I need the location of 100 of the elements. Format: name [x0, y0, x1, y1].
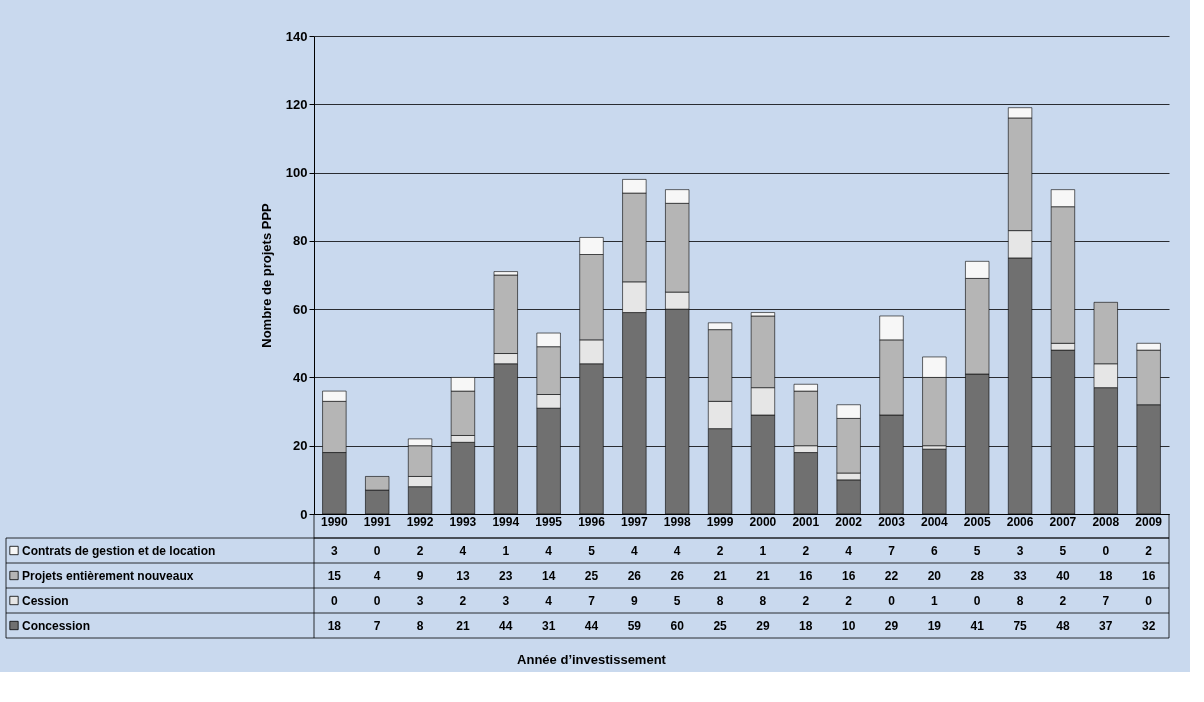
data-label: 0 — [373, 543, 381, 558]
legend-label: Cession — [22, 593, 69, 608]
data-label: 18 — [799, 618, 813, 633]
text: Année d’investissement — [517, 652, 667, 667]
x-tick-label: 2001 — [792, 514, 820, 529]
data-label: 75 — [1013, 618, 1028, 633]
x-tick-label: 1995 — [535, 514, 563, 529]
data-label: 2 — [716, 543, 724, 558]
x-tick-label: 1996 — [578, 514, 606, 529]
data-label: 2 — [416, 543, 424, 558]
data-label: 2 — [459, 593, 467, 608]
data-label: 6 — [931, 543, 939, 558]
data-label: 0 — [1145, 593, 1153, 608]
data-label: 8 — [716, 593, 724, 608]
data-label: 0 — [1102, 543, 1110, 558]
data-label: 29 — [756, 618, 770, 633]
y-tick-label: 60 — [293, 301, 308, 317]
data-label: 3 — [416, 593, 424, 608]
data-label: 1 — [931, 593, 939, 608]
data-label: 21 — [713, 568, 728, 583]
data-label: 40 — [1056, 568, 1070, 583]
data-label: 7 — [888, 543, 896, 558]
data-label: 20 — [927, 568, 942, 583]
data-label: 13 — [456, 568, 470, 583]
y-tick-label: 140 — [285, 28, 308, 44]
data-label: 18 — [327, 618, 342, 633]
x-tick-label: 2006 — [1006, 514, 1034, 529]
data-label: 0 — [331, 593, 339, 608]
data-label: 25 — [584, 568, 599, 583]
data-label: 37 — [1099, 618, 1113, 633]
data-label: 33 — [1013, 568, 1028, 583]
data-label: 26 — [627, 568, 642, 583]
data-label: 32 — [1141, 618, 1156, 633]
y-tick-label: 20 — [293, 438, 308, 454]
data-label: 21 — [456, 618, 470, 633]
legend-label: Concession — [22, 618, 91, 633]
data-label: 25 — [713, 618, 728, 633]
data-label: 21 — [756, 568, 770, 583]
y-tick-label: 120 — [285, 96, 308, 112]
data-label: 4 — [631, 543, 639, 558]
x-tick-label: 2009 — [1135, 514, 1163, 529]
x-tick-label: 1991 — [363, 514, 391, 529]
data-label: 2 — [1059, 593, 1067, 608]
data-label: 5 — [973, 543, 981, 558]
data-label: 7 — [1102, 593, 1110, 608]
data-label: 4 — [545, 543, 553, 558]
x-tick-label: 2004 — [921, 514, 949, 529]
data-label: 8 — [1016, 593, 1024, 608]
x-tick-label: 2008 — [1092, 514, 1120, 529]
x-tick-label: 2005 — [963, 514, 991, 529]
y-tick-label: 40 — [293, 369, 308, 385]
data-label: 29 — [884, 618, 899, 633]
legend-label: Projets entièrement nouveaux — [22, 568, 194, 583]
x-tick-label: 2003 — [878, 514, 906, 529]
data-label: 4 — [673, 543, 681, 558]
data-label: 22 — [884, 568, 899, 583]
data-label: 5 — [1059, 543, 1067, 558]
data-label: 44 — [584, 618, 599, 633]
data-label: 0 — [373, 593, 381, 608]
x-tick-label: 1997 — [621, 514, 649, 529]
data-label: 14 — [541, 568, 556, 583]
data-label: 3 — [331, 543, 339, 558]
data-label: 8 — [416, 618, 424, 633]
x-tick-label: 1990 — [321, 514, 349, 529]
x-tick-label: 1993 — [449, 514, 477, 529]
data-label: 9 — [416, 568, 424, 583]
y-tick-label: 100 — [285, 165, 308, 181]
x-tick-label: 1994 — [492, 514, 520, 529]
x-tick-label: 1992 — [406, 514, 434, 529]
data-label: 48 — [1056, 618, 1070, 633]
data-label: 18 — [1099, 568, 1113, 583]
y-tick-label: 80 — [293, 233, 308, 249]
data-label: 1 — [502, 543, 510, 558]
x-tick-label: 2007 — [1049, 514, 1077, 529]
x-tick-label: 1999 — [706, 514, 734, 529]
data-label: 60 — [670, 618, 685, 633]
data-label: 4 — [545, 593, 553, 608]
data-label: 19 — [927, 618, 942, 633]
data-label: 23 — [499, 568, 513, 583]
data-label: 8 — [759, 593, 767, 608]
data-label: 10 — [841, 618, 856, 633]
data-label: 28 — [970, 568, 985, 583]
data-label: 1 — [759, 543, 767, 558]
data-label: 16 — [841, 568, 856, 583]
x-tick-label: 2002 — [835, 514, 863, 529]
data-label: 0 — [973, 593, 981, 608]
data-label: 59 — [627, 618, 642, 633]
data-label: 3 — [1016, 543, 1024, 558]
x-tick-label: 1998 — [663, 514, 691, 529]
data-label: 15 — [327, 568, 342, 583]
data-label: 5 — [673, 593, 681, 608]
legend-label: Contrats de gestion et de location — [22, 543, 216, 558]
data-label: 26 — [670, 568, 685, 583]
data-label: 4 — [373, 568, 381, 583]
data-label: 2 — [802, 543, 810, 558]
data-label: 7 — [373, 618, 381, 633]
data-label: 4 — [459, 543, 467, 558]
data-label: 0 — [888, 593, 896, 608]
data-label: 7 — [588, 593, 596, 608]
data-label: 2 — [1145, 543, 1153, 558]
